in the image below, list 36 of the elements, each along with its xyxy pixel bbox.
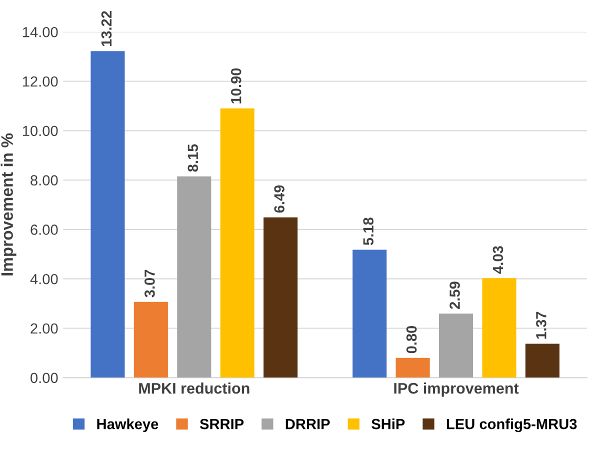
x-tick-label: MPKI reduction <box>139 382 250 394</box>
data-label: 13.22 <box>101 11 112 46</box>
data-label: 6.49 <box>274 185 284 213</box>
bar <box>396 358 430 378</box>
bar <box>134 302 168 378</box>
data-label: 2.59 <box>450 282 460 310</box>
bar <box>352 250 387 378</box>
y-tick-label: 8.00 <box>30 175 58 186</box>
data-label: 4.03 <box>492 246 504 274</box>
legend-label: SRRIP <box>200 418 244 430</box>
bar <box>220 108 254 378</box>
data-label: 8.15 <box>188 144 198 172</box>
y-tick-label: 4.00 <box>30 274 58 284</box>
legend-label: SHiP <box>372 418 405 430</box>
x-tick-label: IPC improvement <box>394 382 519 397</box>
y-tick-label: 10.00 <box>22 126 58 136</box>
legend-label: Hawkeye <box>97 418 158 432</box>
legend-label: LEU config5-MRU3 <box>446 418 577 432</box>
bar <box>482 278 516 378</box>
data-label: 0.80 <box>406 326 417 354</box>
bar <box>90 51 125 378</box>
y-tick-label: 12.00 <box>22 76 58 87</box>
bar <box>438 314 474 378</box>
data-label: 5.18 <box>363 218 374 246</box>
data-label: 3.07 <box>144 270 155 298</box>
y-tick-label: 6.00 <box>30 224 58 235</box>
bar <box>264 217 298 378</box>
y-axis-title: Improvement in % <box>0 133 16 276</box>
bar <box>525 344 560 378</box>
y-tick-label: 14.00 <box>22 26 58 38</box>
bar <box>177 176 212 378</box>
legend-label: DRRIP <box>286 419 330 430</box>
y-tick-label: 2.00 <box>30 323 58 334</box>
data-label: 1.37 <box>536 312 546 339</box>
data-label: 10.90 <box>230 68 242 104</box>
y-tick-label: 0.00 <box>30 372 58 384</box>
